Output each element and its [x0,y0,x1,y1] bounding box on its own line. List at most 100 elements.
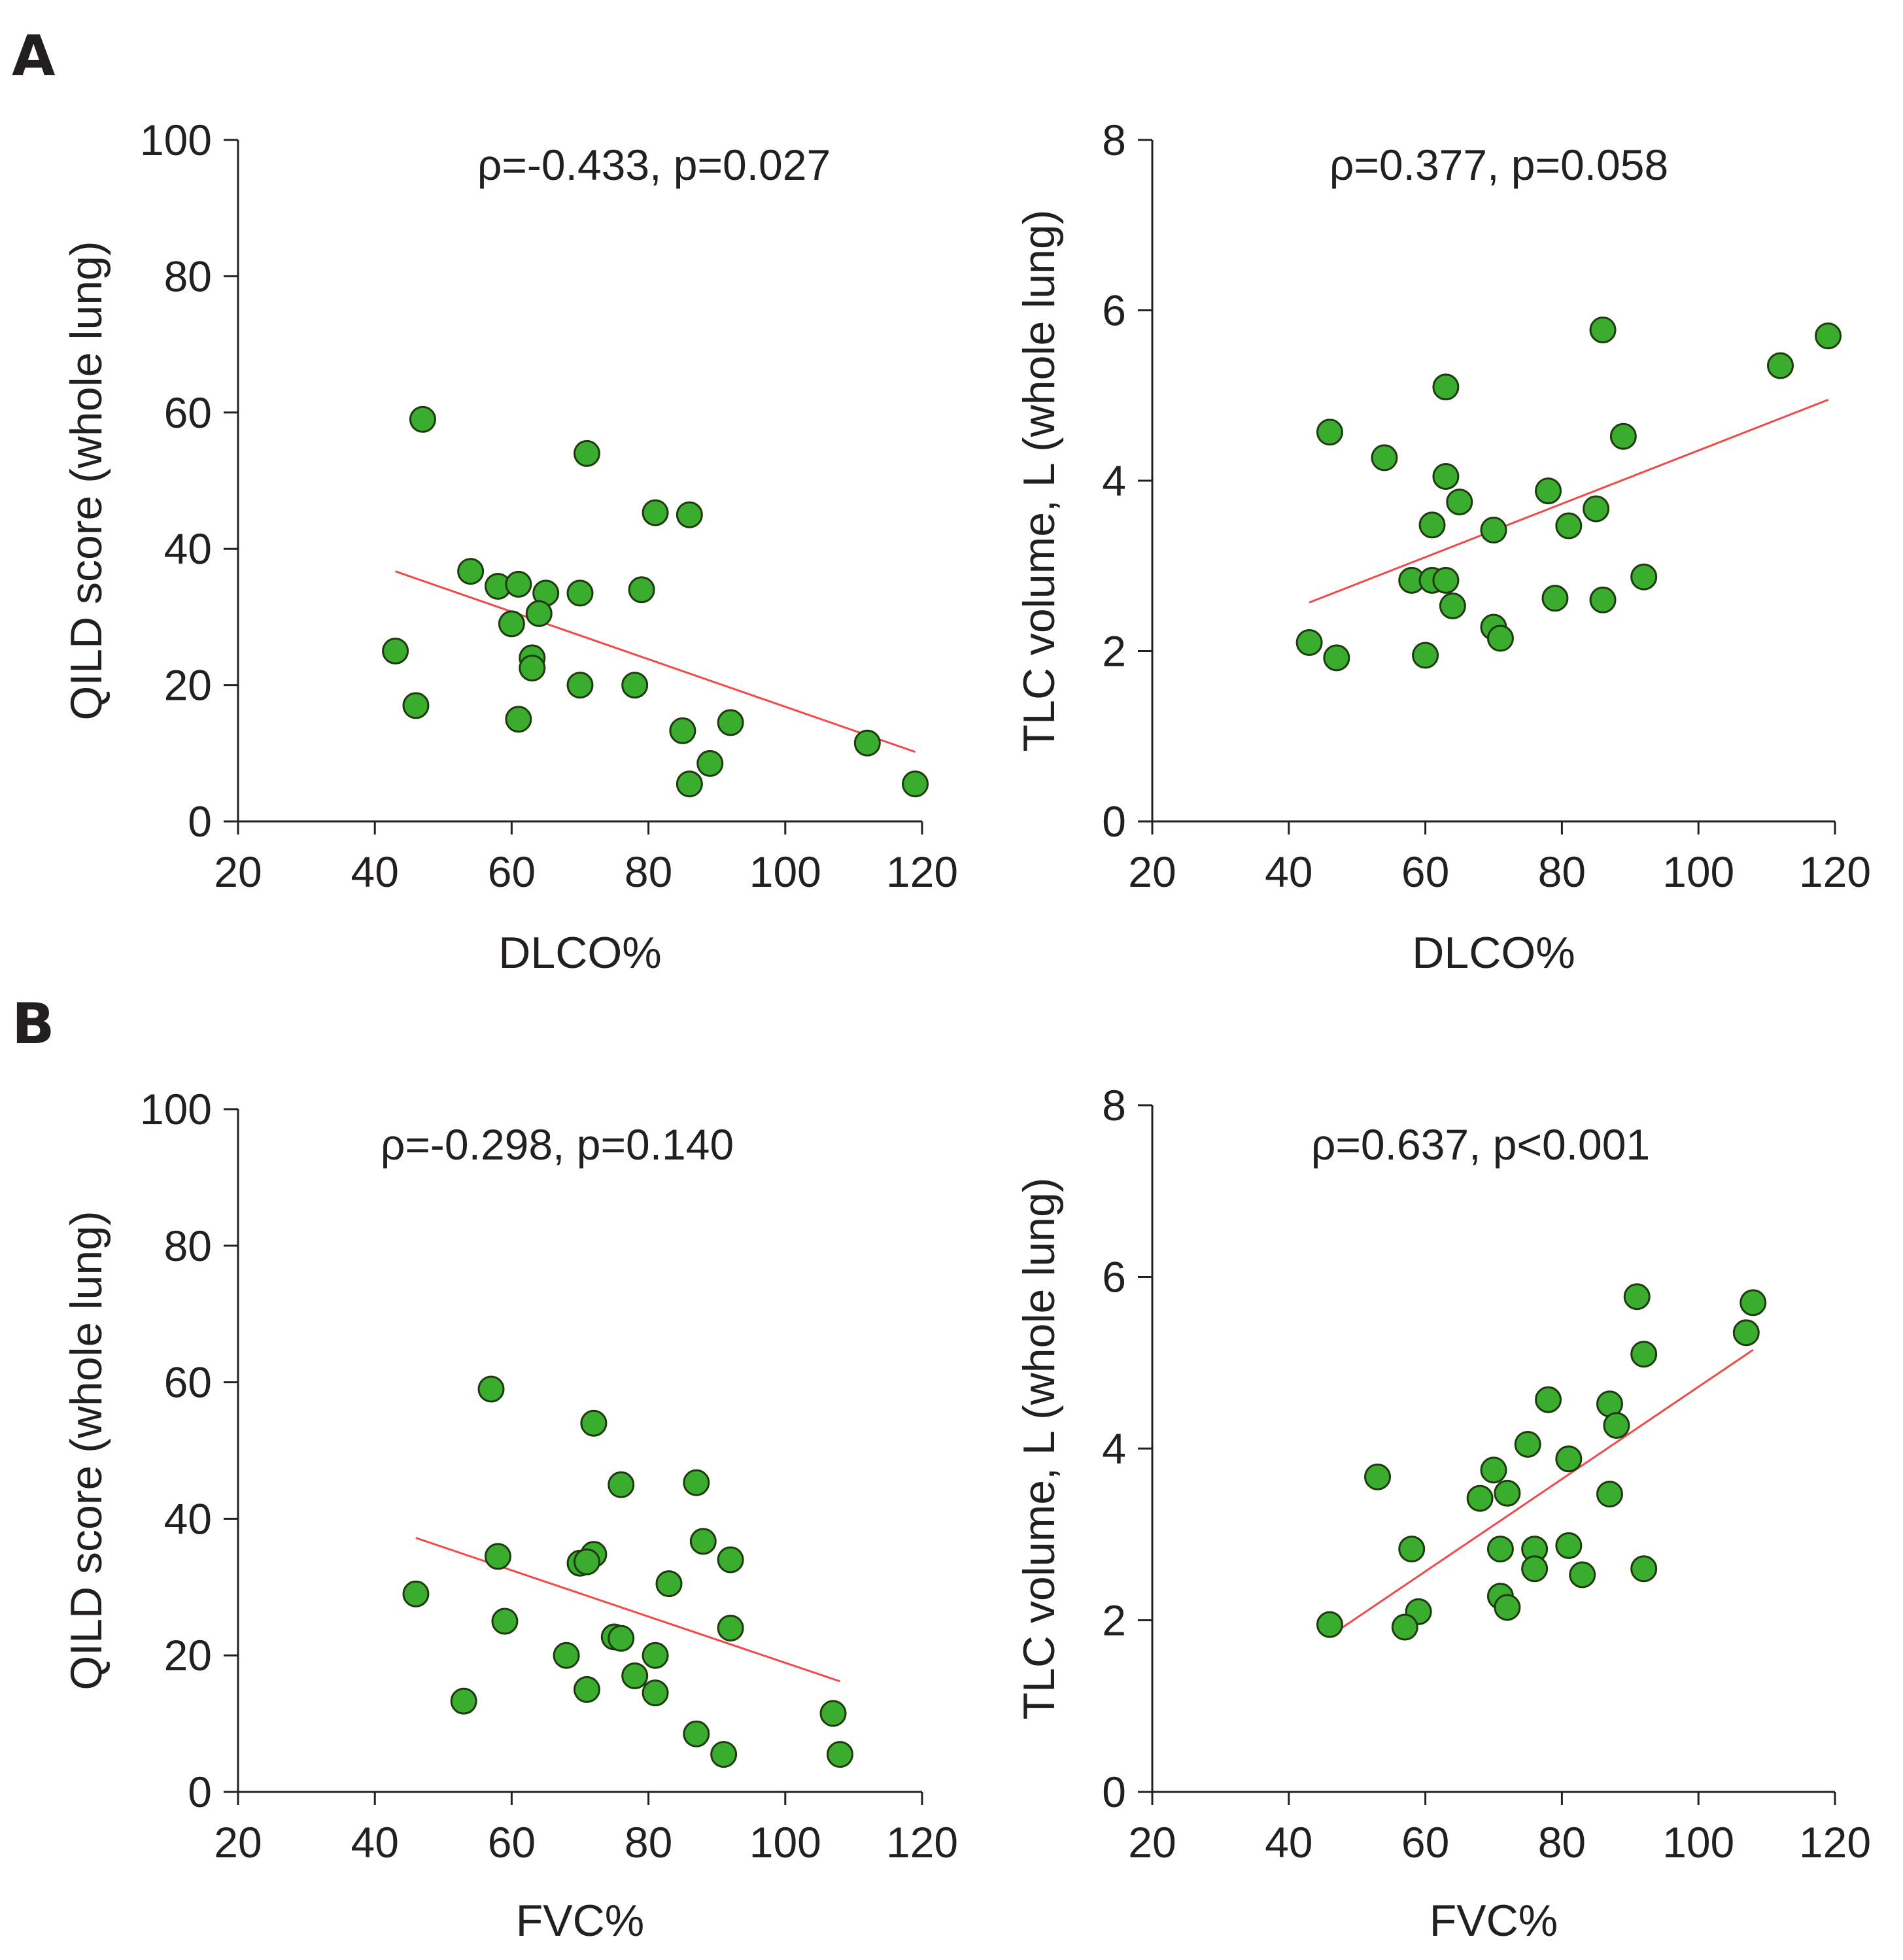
data-point [402,1580,430,1608]
x-tick-label: 120 [886,848,958,896]
regression-line [415,1537,840,1683]
data-point [477,1375,505,1403]
x-tick-label: 120 [1799,848,1871,896]
data-point [676,501,703,528]
x-tick-label: 20 [1128,848,1176,896]
data-point [573,1548,600,1575]
y-tick-label: 0 [1102,797,1126,846]
x-tick-label: 100 [749,1818,821,1866]
regression-line [1309,398,1829,604]
data-point [1295,628,1323,656]
data-point [1371,444,1398,472]
data-point [1815,322,1842,350]
y-tick-label: 60 [164,1358,212,1407]
data-point [1466,1485,1494,1512]
y-tick-label: 6 [1102,286,1126,335]
y-axis-title: QILD score (whole lung) [61,1211,111,1690]
data-point [717,1614,744,1642]
x-tick-label: 60 [1401,848,1449,896]
x-tick-label: 80 [1538,1818,1586,1866]
data-point [1766,352,1794,379]
data-point [457,558,485,585]
data-point [819,1700,847,1727]
data-point [491,1608,519,1635]
data-point [608,1471,635,1498]
y-tick-label: 0 [1102,1768,1126,1816]
data-point [1316,1611,1343,1638]
data-point [409,405,436,433]
data-point [1555,1532,1583,1559]
data-point [676,770,703,798]
y-tick-label: 20 [164,1631,212,1679]
data-point [683,1469,710,1496]
correlation-annotation: ρ=0.637, p<0.001 [1311,1120,1650,1169]
regression-line [1336,1349,1754,1632]
panel-letter-a: A [12,24,56,89]
x-axis-title: FVC% [516,1896,644,1946]
data-point [1514,1430,1541,1458]
data-point [621,672,649,699]
x-tick-label: 60 [488,1818,536,1866]
data-point [519,655,546,682]
x-tick-label: 20 [214,848,262,896]
data-point [566,579,594,607]
data-point [1432,462,1460,490]
data-point [683,1720,710,1747]
x-tick-label: 100 [749,848,821,896]
data-point [484,1543,511,1570]
data-point [505,706,532,733]
y-axis-title: TLC volume, L (whole lung) [1014,1178,1064,1720]
data-point [1541,585,1569,612]
data-point [573,439,600,467]
data-point [902,770,929,798]
data-point [566,672,594,699]
data-point [1535,1386,1562,1413]
y-tick-label: 40 [164,1494,212,1543]
data-point [1480,1456,1507,1484]
data-point [1609,422,1637,450]
y-tick-label: 100 [140,116,212,164]
data-point [450,1687,477,1715]
data-point [1732,1319,1760,1347]
data-point [382,638,409,664]
data-point [1630,1555,1658,1583]
data-point [1480,517,1507,544]
y-axis-title: TLC volume, L (whole lung) [1014,210,1064,752]
data-point [689,1528,717,1555]
x-tick-label: 100 [1662,848,1734,896]
x-tick-label: 60 [488,848,536,896]
data-point [1316,419,1343,446]
correlation-annotation: ρ=0.377, p=0.058 [1329,141,1668,189]
data-point [1583,495,1610,523]
y-tick-label: 80 [164,252,212,300]
correlation-annotation: ρ=-0.433, p=0.027 [477,141,831,189]
y-tick-label: 2 [1102,627,1126,676]
x-tick-label: 80 [625,848,672,896]
x-tick-label: 20 [214,1818,262,1866]
y-tick-label: 100 [140,1085,212,1133]
y-axis-title: QILD score (whole lung) [61,241,111,720]
data-point [1555,1445,1583,1473]
x-tick-label: 40 [351,848,398,896]
data-point [1521,1555,1549,1583]
x-tick-label: 40 [1265,1818,1312,1866]
data-point [717,709,744,736]
data-point [498,610,525,638]
x-tick-label: 40 [1265,848,1312,896]
x-axis-title: FVC% [1430,1896,1558,1946]
x-axis-title: DLCO% [1412,928,1575,978]
data-point [717,1546,744,1573]
data-point [1623,1283,1651,1311]
data-point [1486,625,1514,652]
data-point [628,576,655,604]
regression-line [395,570,916,753]
y-tick-label: 0 [188,1768,212,1816]
chart-tlc-vs-fvc: 20 40 60 80 100 120 0 2 4 6 8 FVC% TLC volume, L (wh… [1014,1081,1871,1946]
data-point [573,1676,600,1703]
data-point [642,1679,669,1707]
data-point [1596,1481,1623,1508]
chart-tlc-vs-dlco: 20 40 60 80 100 120 0 2 4 6 8 DLCO% TLC volume, L (w… [1014,116,1871,978]
y-tick-label: 20 [164,661,212,710]
